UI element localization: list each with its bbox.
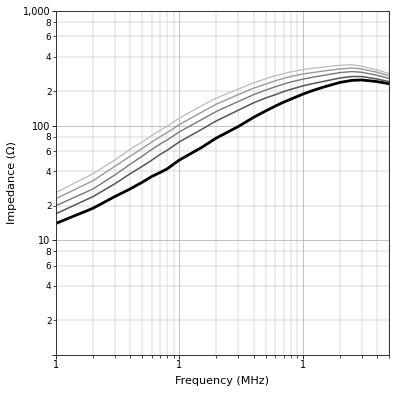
X-axis label: Frequency (MHz): Frequency (MHz) (175, 376, 269, 386)
Y-axis label: Impedance (Ω): Impedance (Ω) (7, 141, 17, 224)
